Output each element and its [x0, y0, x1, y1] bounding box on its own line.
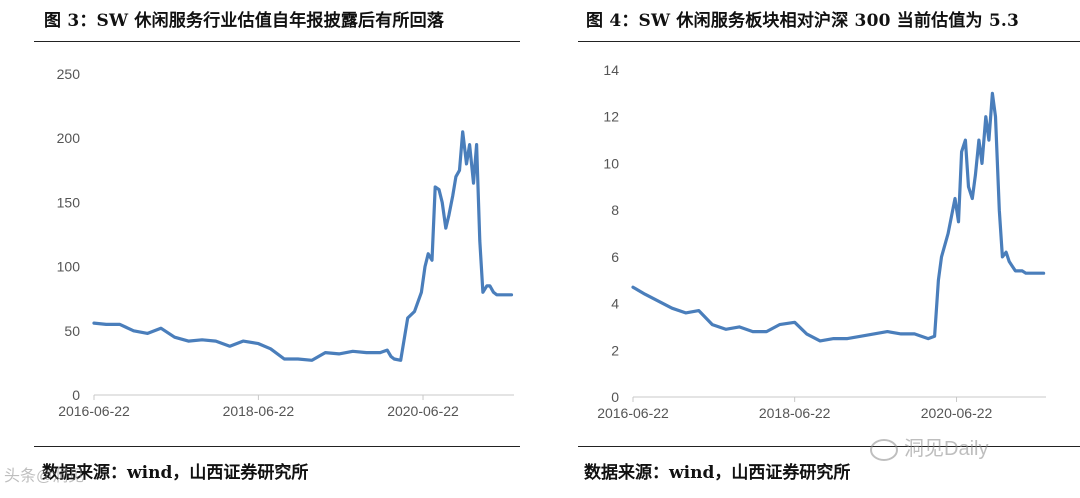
y-tick-label: 10 [603, 155, 619, 171]
watermark-right-text: 洞见Daily [904, 438, 989, 460]
watermark-left-text: 头条@洞见 [4, 468, 85, 485]
x-tick-label: 2018-06-22 [759, 405, 831, 421]
watermark-right: 洞见Daily [870, 432, 988, 461]
figure-4-bottom-rule [578, 446, 1080, 447]
y-tick-label: 0 [611, 389, 619, 405]
y-tick-label: 14 [603, 62, 619, 78]
series-line [92, 130, 514, 362]
series-line [631, 91, 1046, 343]
x-tick-label: 2018-06-22 [223, 403, 295, 419]
x-tick-label: 2020-06-22 [921, 405, 993, 421]
y-tick-label: 50 [64, 323, 80, 339]
x-tick-label: 2016-06-22 [597, 405, 669, 421]
y-tick-label: 150 [57, 194, 81, 210]
x-tick-label: 2020-06-22 [387, 403, 459, 419]
figure-3-source: 数据来源：wind，山西证券研究所 [42, 463, 309, 483]
y-tick-label: 2 [611, 342, 619, 358]
x-tick-label: 2016-06-22 [58, 403, 130, 419]
figure-3-panel: 图 3：SW 休闲服务行业估值自年报披露后有所回落 0 50 100 150 200 25… [0, 0, 520, 498]
figure-4-panel: 图 4：SW 休闲服务板块相对沪深 300 当前估值为 5.3 0 2 4 6 8 10 1… [578, 0, 1080, 498]
figure-4-source: 数据来源：wind，山西证券研究所 [584, 463, 851, 483]
y-tick-label: 8 [611, 202, 619, 218]
figure-3-top-rule [34, 41, 520, 42]
figure-3-title: 图 3：SW 休闲服务行业估值自年报披露后有所回落 [44, 11, 445, 31]
y-tick-label: 100 [57, 259, 81, 275]
y-tick-label: 0 [72, 387, 80, 403]
watermark-left: 头条@洞见 [4, 462, 84, 486]
y-tick-label: 12 [603, 109, 619, 125]
y-tick-label: 4 [611, 296, 619, 312]
figure-3-bottom-rule [34, 446, 520, 447]
figure-4-title: 图 4：SW 休闲服务板块相对沪深 300 当前估值为 5.3 [586, 11, 1020, 31]
y-tick-label: 250 [57, 66, 81, 82]
y-tick-label: 6 [611, 249, 619, 265]
wechat-icon [870, 438, 898, 461]
figure-4-top-rule [578, 41, 1080, 42]
figure-4-chart: 0 2 4 6 8 10 12 14 2016-06-22 2018-06-22 2020-06-2… [597, 62, 1046, 421]
y-tick-label: 200 [57, 130, 81, 146]
figure-3-chart: 0 50 100 150 200 250 2016-06-22 2018-06-22 2020-… [57, 66, 514, 419]
